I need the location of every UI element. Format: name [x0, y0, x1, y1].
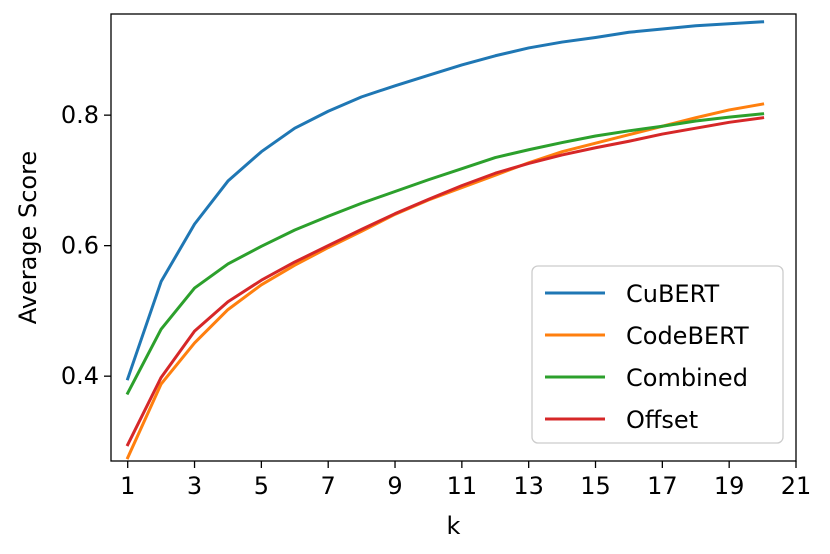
- legend-box: [531, 265, 784, 444]
- x-tick-label: 19: [714, 472, 745, 500]
- legend-label: Offset: [626, 406, 698, 434]
- series-line-combined: [125, 112, 765, 396]
- legend-label: CuBERT: [626, 280, 720, 308]
- y-tick-label: 0.8: [61, 101, 99, 129]
- x-tick-label: 7: [321, 472, 336, 500]
- plot-frame: [110, 13, 797, 462]
- y-tick-label: 0.6: [61, 232, 99, 260]
- x-tick-label: 5: [254, 472, 269, 500]
- legend-label: Combined: [626, 364, 748, 392]
- series-layer: [125, 20, 765, 460]
- series-line-offset: [125, 116, 765, 447]
- x-tick-label: 3: [187, 472, 202, 500]
- y-axis-label: Average Score: [14, 151, 42, 324]
- legend-label: CodeBERT: [626, 322, 749, 350]
- x-tick-label: 11: [447, 472, 478, 500]
- y-tick-label: 0.4: [61, 362, 99, 390]
- y-axis-ticks: 0.4 0.6 0.8: [61, 101, 111, 390]
- x-tick-label: 13: [513, 472, 544, 500]
- x-axis-label: k: [447, 512, 461, 540]
- x-tick-label: 15: [580, 472, 611, 500]
- x-tick-label: 17: [647, 472, 678, 500]
- x-tick-label: 9: [387, 472, 402, 500]
- legend: CuBERT CodeBERT Combined Offset: [531, 265, 784, 444]
- x-axis-ticks: 1 3 5 7 9 11 13 15 17 19 21: [120, 461, 811, 500]
- series-line-cubert: [125, 20, 765, 381]
- x-tick-label: 1: [120, 472, 135, 500]
- x-tick-label: 21: [781, 472, 812, 500]
